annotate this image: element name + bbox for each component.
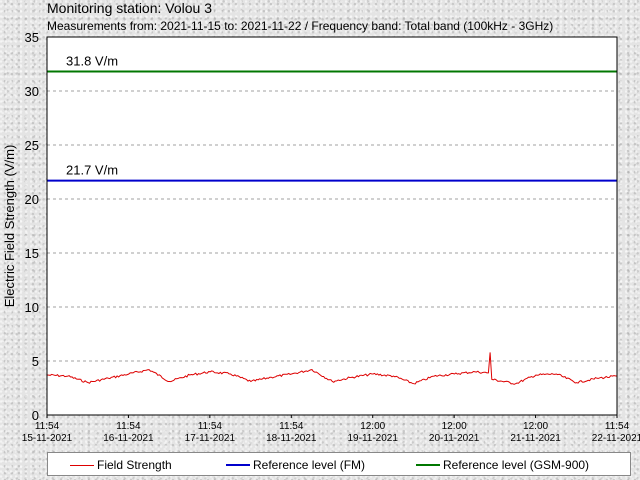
x-tick-time-label: 11:54 xyxy=(605,421,630,432)
x-tick-time-label: 12:00 xyxy=(442,421,467,432)
legend-item-field-strength: Field Strength xyxy=(70,458,172,472)
legend: Field Strength Reference level (FM) Refe… xyxy=(47,452,631,476)
y-tick-label: 30 xyxy=(25,84,39,99)
y-tick-label: 5 xyxy=(32,354,39,369)
reference-lines: 21.7 V/m 31.8 V/m xyxy=(47,54,617,182)
chart-title: Monitoring station: Volou 3 xyxy=(47,0,212,16)
x-tick-date-label: 21-11-2021 xyxy=(510,433,561,444)
legend-item-reference-fm: Reference level (FM) xyxy=(226,458,365,472)
x-tick-time-label: 11:54 xyxy=(116,421,141,432)
legend-item-reference-gsm: Reference level (GSM-900) xyxy=(416,458,589,472)
chart-subtitle: Measurements from: 2021-11-15 to: 2021-1… xyxy=(47,19,554,33)
y-tick-label: 10 xyxy=(25,300,39,315)
legend-swatch-field-strength xyxy=(70,464,94,466)
y-axis-label: Electric Field Strength (V/m) xyxy=(2,145,17,308)
y-axis: 0 5 10 15 20 25 30 35 xyxy=(25,30,39,423)
x-tick-date-label: 19-11-2021 xyxy=(348,433,399,444)
y-tick-label: 0 xyxy=(32,408,39,423)
legend-swatch-reference-fm xyxy=(226,464,250,466)
x-axis: 11:5415-11-202111:5416-11-202111:5417-11… xyxy=(22,415,640,444)
y-tick-label: 15 xyxy=(25,246,39,261)
series-group xyxy=(47,352,618,385)
x-tick-date-label: 16-11-2021 xyxy=(103,433,154,444)
x-tick-date-label: 17-11-2021 xyxy=(185,433,236,444)
gridlines xyxy=(47,90,617,362)
reference-line-label: 31.8 V/m xyxy=(66,54,118,69)
y-tick-label: 35 xyxy=(25,30,39,45)
legend-swatch-reference-gsm xyxy=(416,464,440,466)
y-tick-label: 20 xyxy=(25,192,39,207)
x-tick-date-label: 20-11-2021 xyxy=(429,433,480,444)
reference-line-label: 21.7 V/m xyxy=(66,163,118,178)
x-tick-date-label: 18-11-2021 xyxy=(266,433,317,444)
y-tick-label: 25 xyxy=(25,138,39,153)
x-tick-time-label: 11:54 xyxy=(35,421,60,432)
x-tick-time-label: 11:54 xyxy=(279,421,304,432)
x-tick-time-label: 12:00 xyxy=(360,421,385,432)
x-tick-time-label: 11:54 xyxy=(198,421,223,432)
series-line-field-strength xyxy=(47,352,618,385)
legend-label-reference-fm: Reference level (FM) xyxy=(253,458,366,472)
x-tick-date-label: 22-11-2021 xyxy=(592,433,640,444)
legend-label-reference-gsm: Reference level (GSM-900) xyxy=(443,458,590,472)
x-tick-date-label: 15-11-2021 xyxy=(22,433,73,444)
plot-area xyxy=(47,37,617,415)
x-tick-time-label: 12:00 xyxy=(523,421,548,432)
plot-border xyxy=(46,36,618,416)
legend-label-field-strength: Field Strength xyxy=(97,458,172,472)
